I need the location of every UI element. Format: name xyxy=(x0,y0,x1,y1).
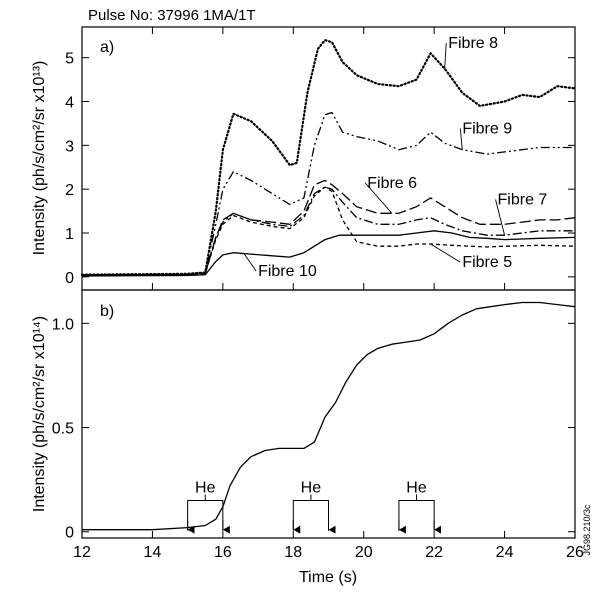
x-tick-label: 12 xyxy=(73,544,91,561)
he-label: He xyxy=(195,479,216,496)
side-note: JG98.210/3c xyxy=(582,504,592,556)
series-label-leader xyxy=(243,253,257,272)
he-bracket xyxy=(398,499,435,531)
x-tick-label: 22 xyxy=(425,544,443,561)
panel-a-ytick-label: 5 xyxy=(65,51,74,68)
x-tick-label: 16 xyxy=(214,544,232,561)
series-label-leader xyxy=(459,128,463,150)
panel-a-frame xyxy=(81,26,576,291)
series-line-total xyxy=(82,301,576,531)
x-axis-label: Time (s) xyxy=(299,569,357,586)
panel-a-ytick-label: 4 xyxy=(65,95,74,112)
panel-b-ylabel: Intensity (ph/s/cm²/sr x10¹⁴) xyxy=(31,316,48,512)
series-label-fibre-10: Fibre 10 xyxy=(258,263,317,280)
series-line-fibre-9 xyxy=(81,111,575,276)
panel-b-ytick-label: 0.5 xyxy=(52,421,74,438)
panel-b-label: b) xyxy=(100,303,114,320)
chart-title: Pulse No: 37996 1MA/1T xyxy=(88,7,256,24)
x-tick-label: 20 xyxy=(355,544,373,561)
series-line-fibre-5 xyxy=(82,186,576,276)
x-tick-label: 24 xyxy=(496,544,514,561)
he-label: He xyxy=(406,479,427,496)
series-label-fibre-8: Fibre 8 xyxy=(448,35,498,52)
x-tick-label: 26 xyxy=(566,544,584,561)
panel-a-label: a) xyxy=(100,39,114,56)
series-label-fibre-5: Fibre 5 xyxy=(462,254,512,271)
panel-b-plot xyxy=(82,301,576,531)
panel-a-ytick-label: 0 xyxy=(65,270,74,287)
x-tick-label: 18 xyxy=(284,544,302,561)
panel-a-ylabel: Intensity (ph/s/cm²/sr x10¹³) xyxy=(31,61,48,256)
x-tick-label: 14 xyxy=(144,544,162,561)
panel-b-ytick-label: 0 xyxy=(65,525,74,542)
series-label-leader xyxy=(444,43,447,69)
series-label-fibre-6: Fibre 6 xyxy=(367,175,417,192)
series-line-fibre-7 xyxy=(82,186,575,276)
series-label-fibre-9: Fibre 9 xyxy=(462,121,512,138)
he-bracket xyxy=(292,499,329,531)
panel-a-plot xyxy=(80,39,577,277)
panel-a-ytick-label: 3 xyxy=(65,138,74,155)
series-line-fibre-6 xyxy=(82,179,576,276)
series-line-fibre-10 xyxy=(81,230,576,277)
series-label-fibre-7: Fibre 7 xyxy=(498,192,548,209)
series-line-fibre-8 xyxy=(80,39,577,276)
panel-a-axes: 0 1 2 3 4 5 xyxy=(65,27,576,290)
panel-b-ytick-label: 1.0 xyxy=(52,316,74,333)
series-label-leader xyxy=(430,243,461,263)
series-label-leader xyxy=(495,199,506,236)
panel-a-annotations: Fibre 8 Fibre 9 Fibre 6 Fibre 7 Fibre 5 Fibre… xyxy=(243,35,548,280)
series-label-leader xyxy=(364,182,393,214)
panel-a-ytick-label: 2 xyxy=(65,182,74,199)
panel-b-axes: 0 0.5 1.0 12 14 16 18 20 22 24 26 xyxy=(52,316,584,561)
panel-b-annotations: He He He xyxy=(187,479,442,534)
panel-b-frame xyxy=(81,289,576,539)
panel-a-ytick-label: 1 xyxy=(65,226,74,243)
he-label: He xyxy=(301,479,322,496)
